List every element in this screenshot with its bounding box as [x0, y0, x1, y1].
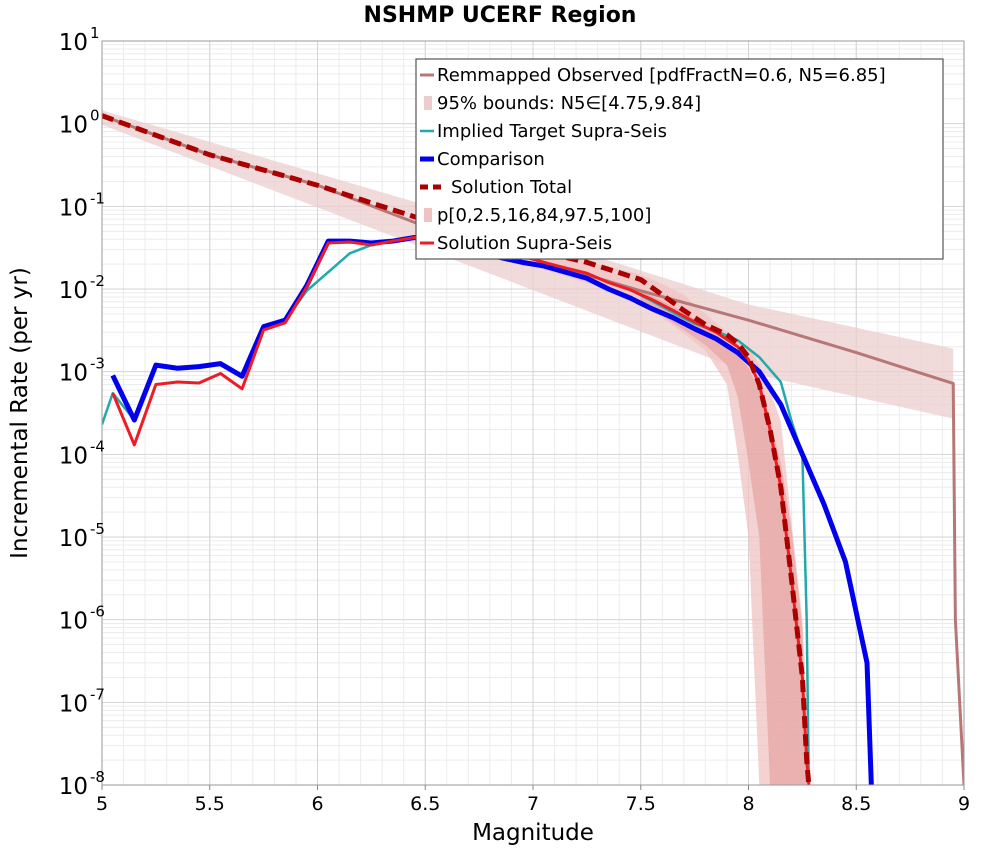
y-tick-label: 10: [59, 526, 88, 552]
y-tick-label: 10: [59, 691, 88, 717]
x-tick-label: 6: [311, 793, 323, 815]
x-tick-label: 9: [958, 793, 970, 815]
legend-swatch: [424, 208, 432, 222]
legend-label: Implied Target Supra-Seis: [437, 121, 667, 142]
y-tick-exponent: -5: [90, 520, 105, 538]
x-tick-label: 5.5: [195, 793, 225, 815]
y-tick-exponent: -6: [90, 603, 105, 621]
y-tick-exponent: -8: [90, 768, 105, 786]
x-axis-label: Magnitude: [472, 820, 594, 846]
x-tick-label: 8: [742, 793, 754, 815]
legend-label: 95% bounds: N5∈[4.75,9.84]: [437, 93, 701, 114]
y-tick-label: 10: [59, 443, 88, 469]
legend-label: Solution Supra-Seis: [437, 233, 612, 254]
y-tick-exponent: -7: [90, 685, 105, 703]
y-tick-exponent: -1: [90, 189, 105, 207]
y-tick-label: 10: [59, 195, 88, 221]
y-tick-label: 10: [59, 361, 88, 387]
y-tick-exponent: -4: [90, 437, 105, 455]
legend-swatch: [424, 96, 432, 110]
x-tick-label: 8.5: [841, 793, 871, 815]
legend-label: Remmapped Observed [pdfFractN=0.6, N5=6.…: [437, 65, 886, 86]
y-tick-exponent: -2: [90, 272, 105, 290]
legend-label: p[0,2.5,16,84,97.5,100]: [437, 205, 651, 226]
y-tick-label: 10: [59, 30, 88, 56]
y-axis-label: Incremental Rate (per yr): [7, 267, 33, 559]
series-solution-total: [102, 113, 812, 785]
y-tick-exponent: -3: [90, 355, 105, 373]
y-tick-exponent: 1: [90, 24, 100, 42]
legend-label: Solution Total: [451, 177, 572, 198]
x-tick-label: 7.5: [626, 793, 656, 815]
x-tick-label: 5: [96, 793, 108, 815]
legend: Remmapped Observed [pdfFractN=0.6, N5=6.…: [415, 58, 944, 260]
x-tick-label: 6.5: [410, 793, 440, 815]
x-axis-ticks: 5 5.5 6 6.5 7 7.5 8 8.5 9: [96, 785, 970, 815]
legend-label: Comparison: [437, 149, 545, 170]
y-tick-label: 10: [59, 278, 88, 304]
y-tick-label: 10: [59, 609, 88, 635]
y-tick-exponent: 0: [90, 107, 100, 125]
chart-title: NSHMP UCERF Region: [364, 3, 637, 28]
y-tick-label: 10: [59, 774, 88, 800]
x-tick-label: 7: [527, 793, 539, 815]
legend-box: [415, 58, 944, 260]
y-tick-label: 10: [59, 113, 88, 139]
